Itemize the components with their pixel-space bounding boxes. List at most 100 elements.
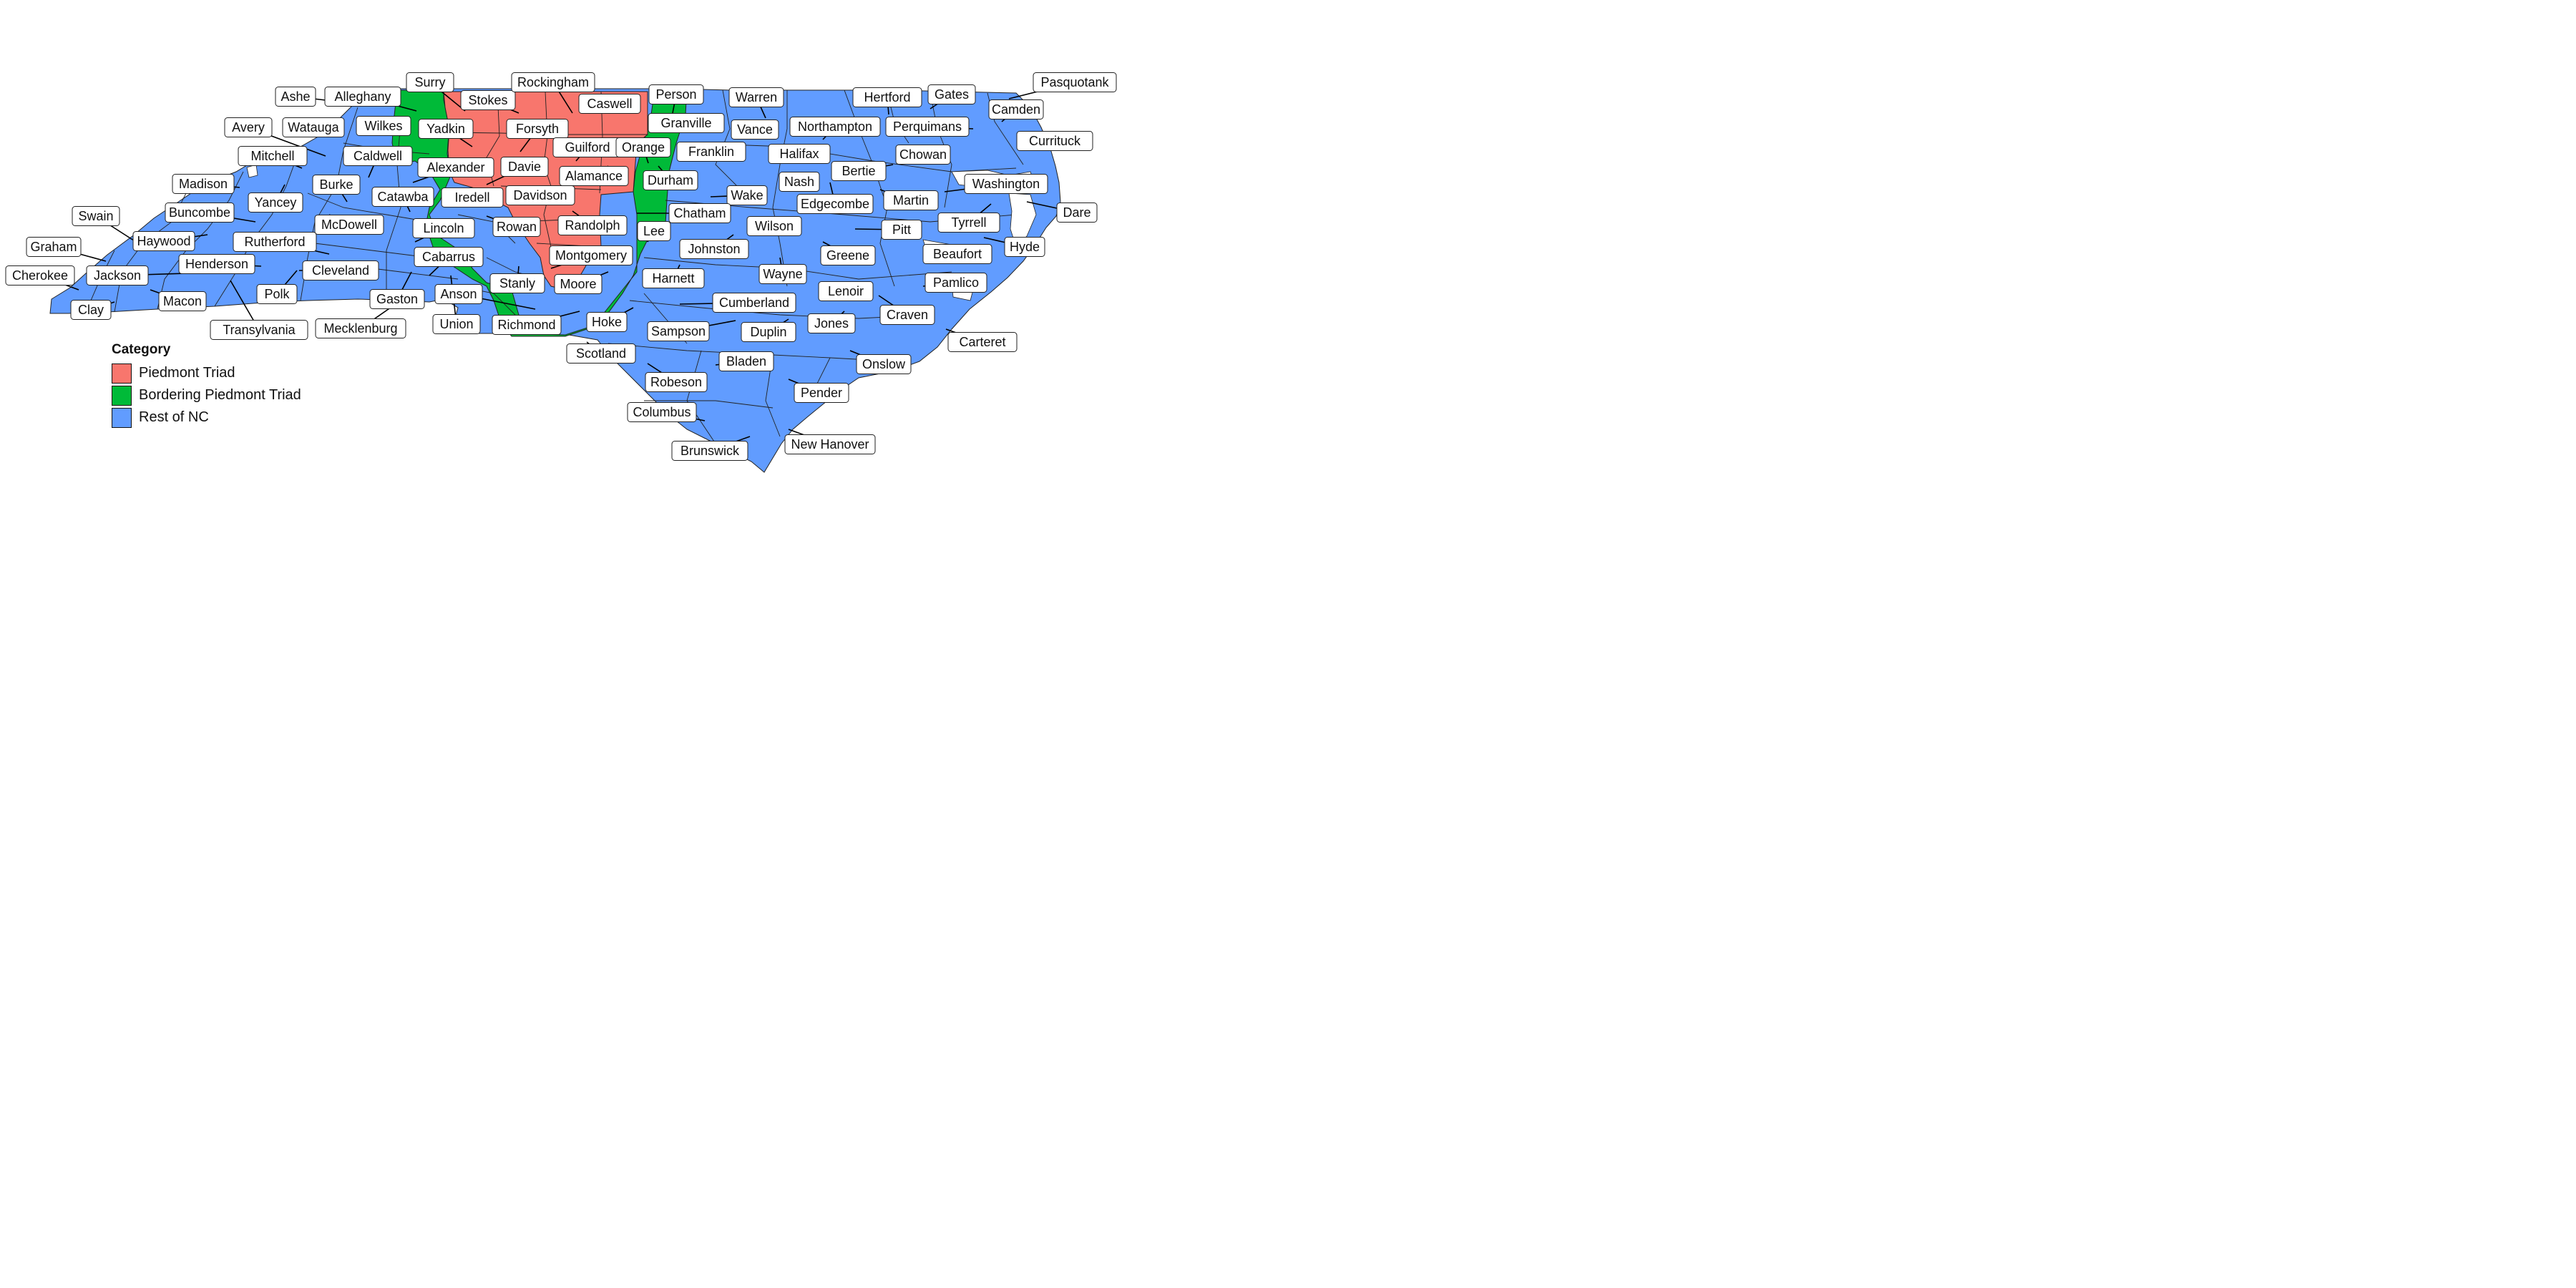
county-label-box xyxy=(779,172,820,192)
county-label-stokes: Stokes xyxy=(460,90,516,110)
county-label-yadkin: Yadkin xyxy=(418,119,474,139)
county-label-box xyxy=(434,284,483,304)
county-label-swain: Swain xyxy=(72,206,120,226)
county-label-box xyxy=(302,260,379,280)
county-label-text: Beaufort xyxy=(933,247,982,261)
county-label-box xyxy=(1033,72,1117,92)
county-label-box xyxy=(256,284,298,304)
county-label-box xyxy=(282,117,345,137)
county-label-box xyxy=(820,245,876,265)
county-label-bertie: Bertie xyxy=(831,161,887,181)
county-label-vance: Vance xyxy=(731,119,779,140)
county-label-text: Yadkin xyxy=(426,122,465,136)
county-label-box xyxy=(924,273,987,293)
county-label-text: Pasquotank xyxy=(1040,75,1109,89)
county-label-text: Madison xyxy=(179,177,228,191)
county-label-greene: Greene xyxy=(820,245,876,265)
county-label-guilford: Guilford xyxy=(552,137,623,157)
county-label-box xyxy=(505,185,575,205)
county-label-box xyxy=(758,264,807,284)
county-label-text: Burke xyxy=(319,177,353,192)
county-label-text: Lenoir xyxy=(828,284,864,298)
county-label-harnett: Harnett xyxy=(642,268,705,288)
county-label-box xyxy=(158,291,207,311)
county-label-box xyxy=(315,318,406,338)
legend-swatch-piedmont-triad xyxy=(112,363,132,384)
county-label-box xyxy=(1004,237,1045,257)
county-label-box xyxy=(726,185,768,205)
county-label-text: Henderson xyxy=(185,257,248,271)
county-label-text: Buncombe xyxy=(169,205,230,220)
county-label-box xyxy=(1016,131,1093,151)
county-label-chatham: Chatham xyxy=(668,203,731,223)
county-label-mcdowell: McDowell xyxy=(314,215,384,235)
county-label-box xyxy=(312,175,361,195)
county-label-box xyxy=(615,137,671,157)
county-label-text: Iredell xyxy=(454,190,489,205)
county-label-text: Montgomery xyxy=(555,248,627,263)
county-label-box xyxy=(648,84,704,104)
county-label-rowan: Rowan xyxy=(492,217,541,237)
county-label-text: Jones xyxy=(814,316,849,331)
county-label-henderson: Henderson xyxy=(178,254,255,274)
county-label-mecklenburg: Mecklenburg xyxy=(315,318,406,338)
county-label-text: Durham xyxy=(648,173,693,187)
county-label-box xyxy=(947,332,1018,352)
county-label-text: Richmond xyxy=(497,318,555,332)
county-label-anson: Anson xyxy=(434,284,483,304)
county-label-box xyxy=(566,343,636,364)
county-label-text: Mitchell xyxy=(250,149,294,163)
county-label-box xyxy=(233,232,317,252)
county-label-polk: Polk xyxy=(256,284,298,304)
county-label-box xyxy=(418,119,474,139)
county-label-box xyxy=(668,203,731,223)
county-label-perquimans: Perquimans xyxy=(885,117,970,137)
county-label-box xyxy=(883,190,939,210)
county-label-pamlico: Pamlico xyxy=(924,273,987,293)
county-label-martin: Martin xyxy=(883,190,939,210)
county-label-box xyxy=(356,116,411,136)
county-label-box xyxy=(879,305,935,325)
county-label-text: Rockingham xyxy=(517,75,589,89)
county-label-avery: Avery xyxy=(224,117,273,137)
county-label-chowan: Chowan xyxy=(895,145,951,165)
county-label-box xyxy=(645,372,708,392)
county-label-text: Washington xyxy=(972,177,1040,191)
county-label-edgecombe: Edgecombe xyxy=(796,194,874,214)
county-label-text: Moore xyxy=(560,277,596,291)
county-label-text: Wilkes xyxy=(365,119,403,133)
county-label-box xyxy=(746,216,802,236)
county-label-cabarrus: Cabarrus xyxy=(414,247,484,267)
county-label-text: Martin xyxy=(893,193,929,208)
county-label-granville: Granville xyxy=(648,113,725,133)
county-label-text: Randolph xyxy=(565,218,620,233)
county-label-gates: Gates xyxy=(927,84,976,104)
legend-item-bordering: Bordering Piedmont Triad xyxy=(112,384,301,406)
county-label-text: Craven xyxy=(887,308,928,322)
county-label-text: Pamlico xyxy=(933,275,979,290)
county-label-text: Surry xyxy=(414,75,445,89)
county-label-hoke: Hoke xyxy=(586,312,628,332)
county-label-madison: Madison xyxy=(172,174,235,194)
county-label-text: Anson xyxy=(440,287,477,301)
county-label-box xyxy=(741,322,796,342)
county-label-box xyxy=(132,231,195,251)
county-label-text: Bertie xyxy=(841,164,875,178)
county-label-text: Nash xyxy=(784,175,814,189)
county-label-halifax: Halifax xyxy=(768,144,831,164)
county-label-box xyxy=(5,265,75,286)
county-label-washington: Washington xyxy=(964,174,1048,194)
county-label-hyde: Hyde xyxy=(1004,237,1045,257)
county-label-text: Rutherford xyxy=(244,235,305,249)
county-label-pitt: Pitt xyxy=(881,220,922,240)
county-label-warren: Warren xyxy=(728,87,784,107)
county-label-wilkes: Wilkes xyxy=(356,116,411,136)
county-label-text: Cumberland xyxy=(719,296,789,310)
county-label-text: Hertford xyxy=(864,90,910,104)
county-label-box xyxy=(1056,203,1098,223)
county-label-text: Polk xyxy=(264,287,290,301)
county-label-dare: Dare xyxy=(1056,203,1098,223)
county-label-text: Halifax xyxy=(779,147,819,161)
county-label-alamance: Alamance xyxy=(559,166,629,186)
county-label-lee: Lee xyxy=(637,221,671,241)
